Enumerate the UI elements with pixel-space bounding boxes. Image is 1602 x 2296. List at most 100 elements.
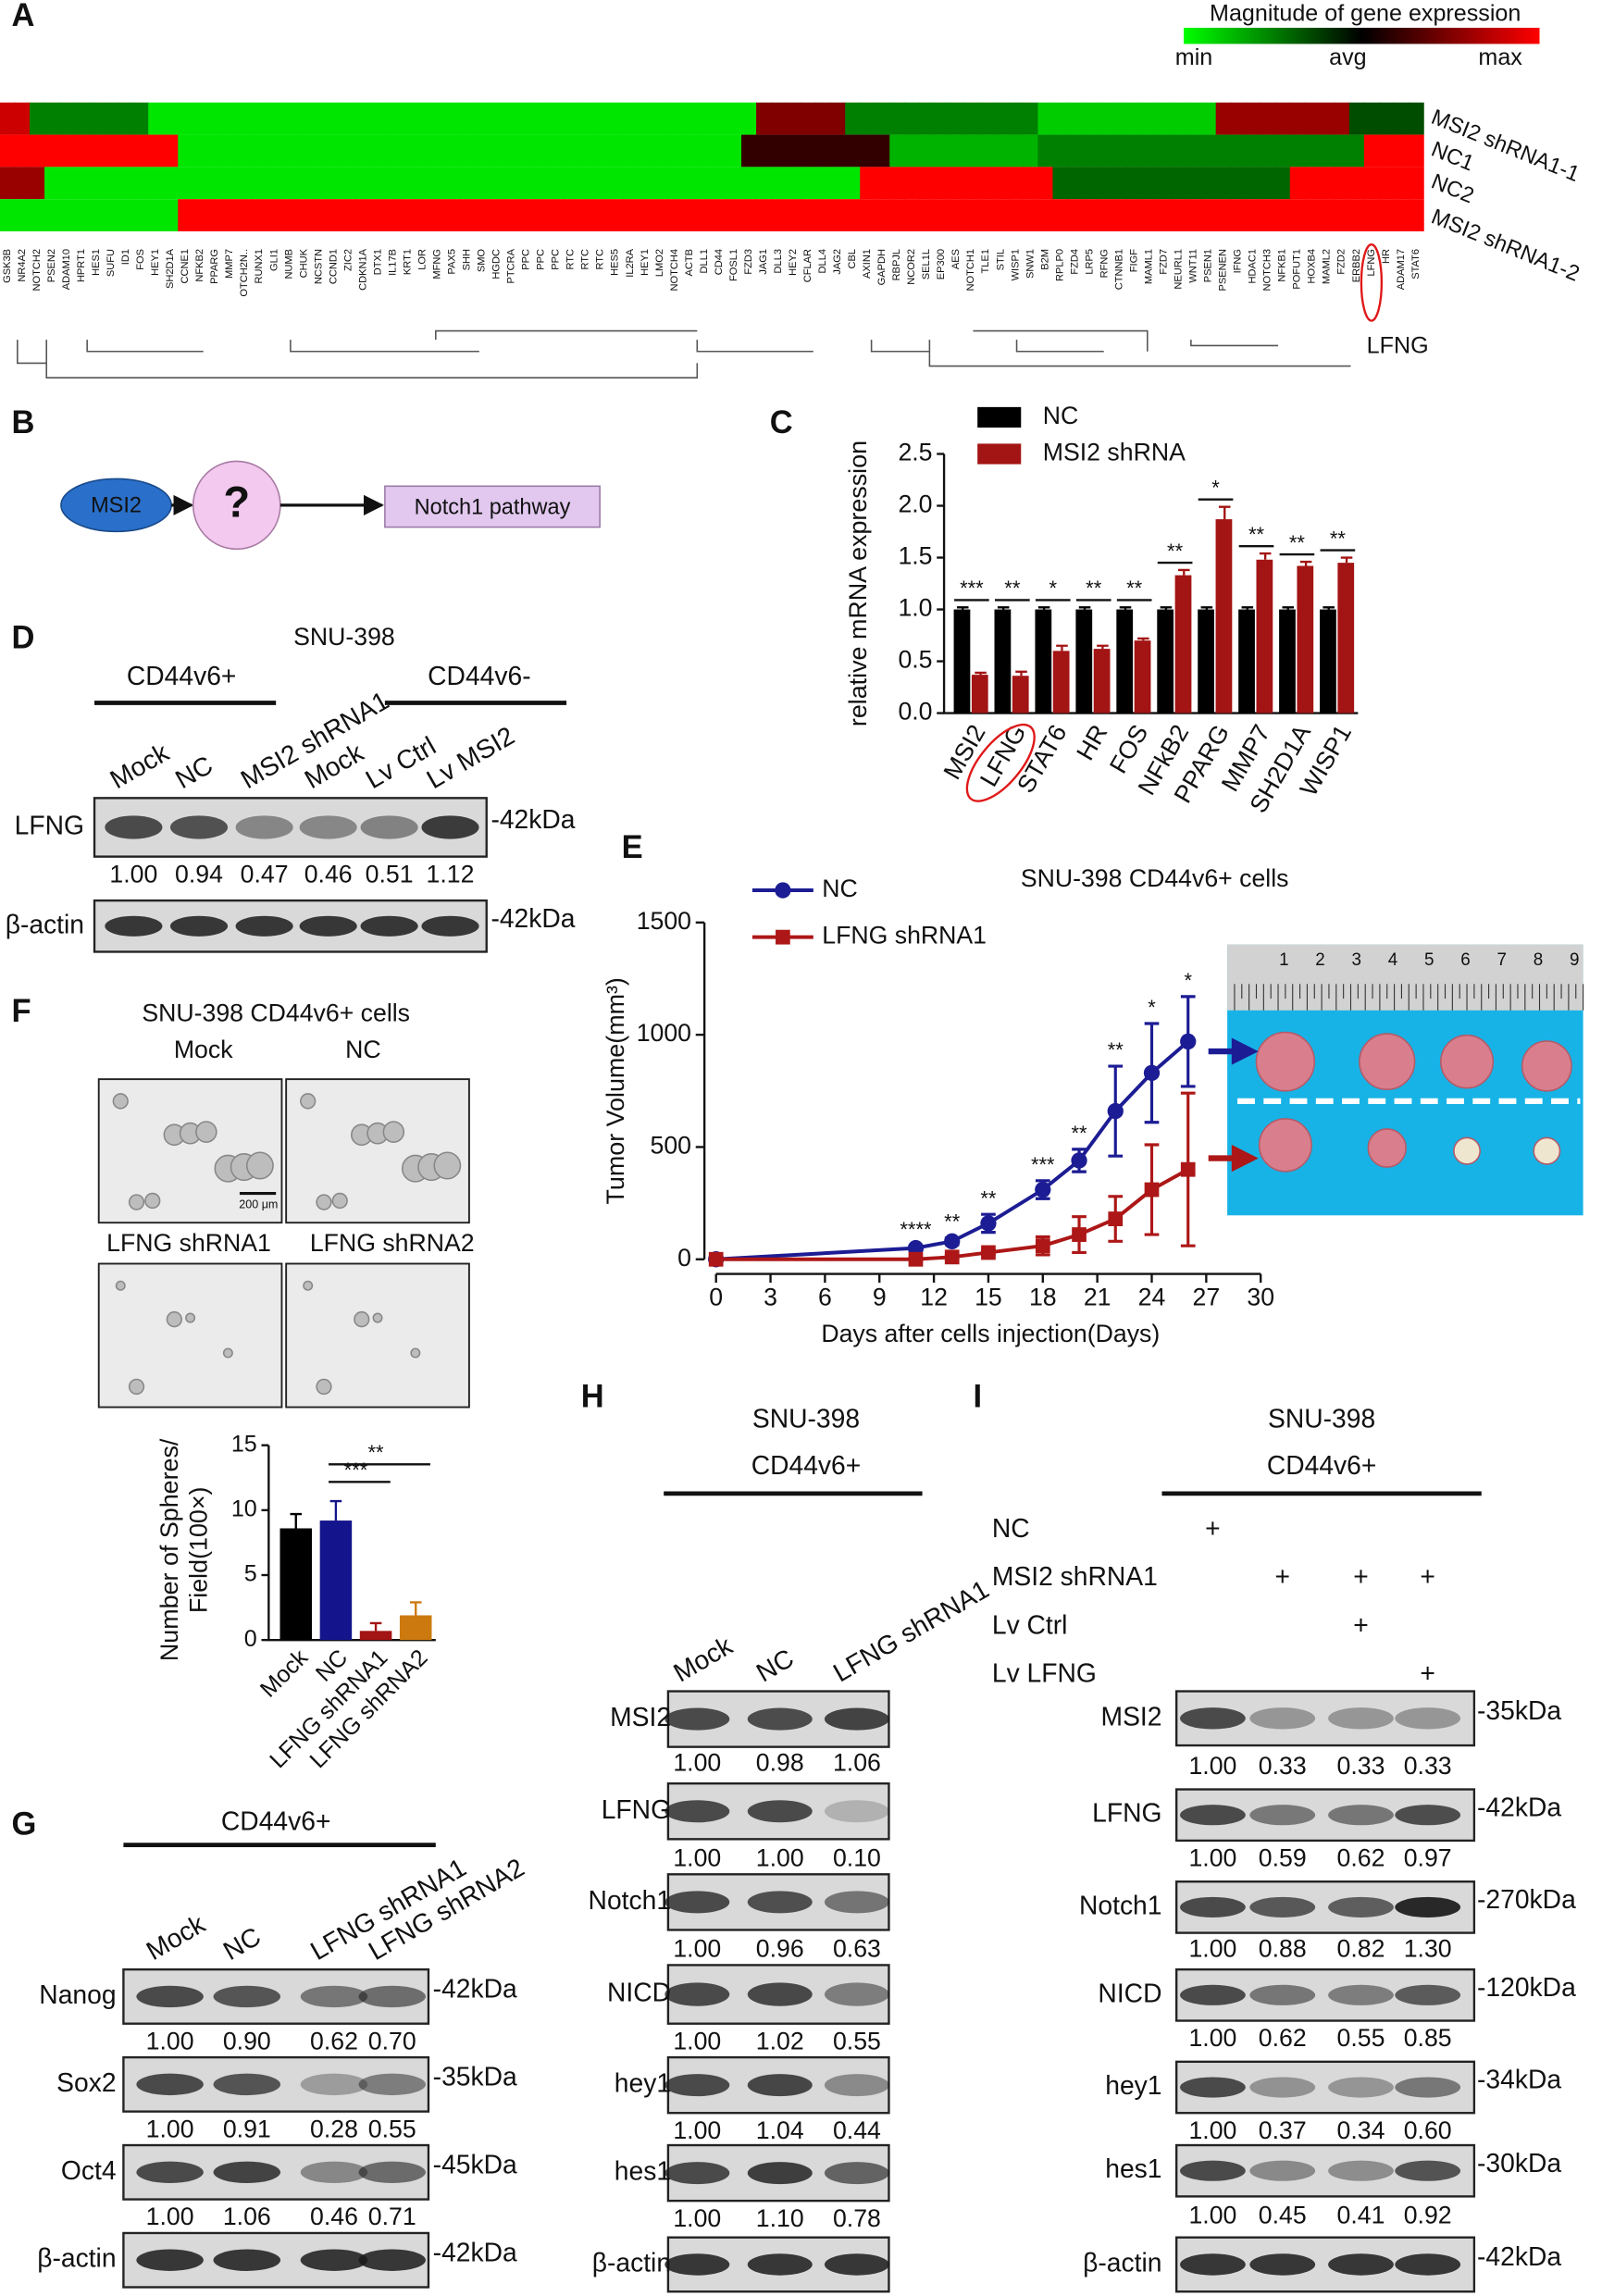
heatmap-cell — [74, 102, 90, 135]
heatmap-cell — [637, 102, 653, 135]
gene-label: CCND1 — [328, 249, 339, 284]
heatmap-cell — [771, 199, 787, 231]
heatmap-cell — [726, 102, 742, 135]
error-bar — [1078, 606, 1091, 610]
bar — [994, 609, 1012, 714]
gene-label: DTX1 — [372, 249, 383, 275]
significance-label: * — [1184, 969, 1192, 992]
heatmap-cell — [118, 199, 134, 231]
heatmap-cell — [118, 134, 134, 168]
row-label: MSI2 — [1101, 1702, 1162, 1731]
band — [1395, 1805, 1461, 1826]
quant-label: 0.71 — [368, 2203, 416, 2230]
photo-ruler — [1227, 944, 1583, 1011]
node-label: MSI2 — [91, 494, 142, 518]
panel-letter: A — [12, 0, 35, 33]
heatmap-cell — [993, 167, 1010, 200]
heatmap-cell — [860, 134, 876, 168]
heatmap-cell — [801, 199, 816, 231]
ruler-label: 8 — [1534, 950, 1543, 970]
heatmap-cell — [607, 167, 624, 200]
group-label: CD44v6+ — [127, 662, 237, 691]
heatmap-cell — [1393, 167, 1410, 200]
band — [824, 2074, 889, 2097]
band — [1395, 1896, 1461, 1917]
heatmap-cell — [548, 134, 565, 168]
legend-marker — [776, 929, 790, 945]
heatmap-cell — [30, 134, 45, 168]
quant-label: 1.00 — [1188, 1935, 1236, 1963]
condition-label: NC — [992, 1514, 1030, 1544]
point — [1035, 1238, 1050, 1254]
panel-letter: G — [12, 1806, 37, 1842]
gene-label: LRP5 — [1084, 249, 1095, 275]
heatmap-cell — [1319, 199, 1335, 231]
point — [1107, 1102, 1124, 1120]
heatmap-cell — [681, 102, 698, 135]
x-tick-label: Mock — [255, 1644, 313, 1703]
heatmap-cell — [459, 102, 476, 135]
heatmap-cell — [1156, 134, 1173, 168]
heatmap-cell — [89, 102, 105, 135]
heatmap-cell — [1393, 199, 1410, 231]
heatmap-cell — [726, 167, 742, 200]
heatmap-cell — [696, 167, 713, 200]
quant-label: 1.10 — [756, 2204, 804, 2232]
x-tick-label: 30 — [1247, 1283, 1274, 1310]
heatmap-cell — [1008, 167, 1025, 200]
significance-label: * — [1148, 996, 1156, 1019]
heatmap-cell — [1245, 102, 1261, 135]
error-bar — [1200, 606, 1213, 610]
heatmap-cell — [815, 167, 831, 200]
heatmap-cell — [222, 102, 239, 135]
gene-label: FIGF — [1129, 249, 1140, 272]
quant-label: 0.90 — [223, 2027, 271, 2054]
sphere — [128, 1194, 145, 1210]
heatmap-cell — [118, 102, 134, 135]
heatmap-cell — [786, 102, 801, 135]
gene-label: CHUK — [298, 248, 309, 278]
gene-label: HR — [1381, 249, 1392, 264]
heatmap-cell — [1348, 199, 1365, 231]
gene-label: GLI1 — [268, 249, 279, 271]
heatmap-cell — [978, 102, 995, 135]
heatmap-cell — [326, 199, 342, 231]
heatmap-cell — [1186, 134, 1202, 168]
condition-mark: + — [1205, 1514, 1220, 1544]
heatmap-cell — [1393, 102, 1410, 135]
heatmap-cell — [341, 102, 357, 135]
heatmap-cell — [1289, 199, 1306, 231]
size-label: -42kDa — [1477, 2242, 1561, 2272]
quant-label: 0.98 — [756, 1749, 804, 1777]
pathway-diagram — [60, 460, 601, 551]
heatmap-cell — [178, 134, 194, 168]
heatmap-cell — [489, 102, 505, 135]
gene-label: RUNX1 — [254, 249, 265, 283]
heatmap-cell — [696, 134, 713, 168]
heatmap-cell — [652, 167, 668, 200]
sphere — [128, 1378, 145, 1396]
ruler-label: 3 — [1352, 950, 1361, 970]
heatmap-cell — [15, 102, 31, 135]
heatmap-cell — [815, 134, 831, 168]
sphere — [316, 1378, 332, 1396]
band — [1180, 1805, 1246, 1826]
gene-label: HPRT1 — [76, 249, 87, 282]
quant-label: 0.55 — [368, 2115, 416, 2142]
band — [664, 1982, 730, 2006]
significance-label: ** — [1071, 1122, 1087, 1145]
gene-label: HEY1 — [640, 249, 651, 276]
heatmap-cell — [1008, 199, 1025, 231]
row-label: NC2 — [1428, 169, 1477, 208]
lane-label: NC — [170, 751, 217, 795]
heatmap-cell — [30, 199, 45, 231]
x-tick-label: 15 — [975, 1283, 1002, 1310]
size-label: -34kDa — [1477, 2066, 1561, 2095]
heatmap-cell — [741, 199, 757, 231]
row-label: hes1 — [615, 2157, 671, 2187]
gene-label: ZIC2 — [342, 249, 354, 271]
heatmap-cell — [904, 102, 921, 135]
legend-label: avg — [1329, 44, 1366, 70]
band — [747, 2074, 813, 2097]
heatmap-cell — [415, 102, 431, 135]
